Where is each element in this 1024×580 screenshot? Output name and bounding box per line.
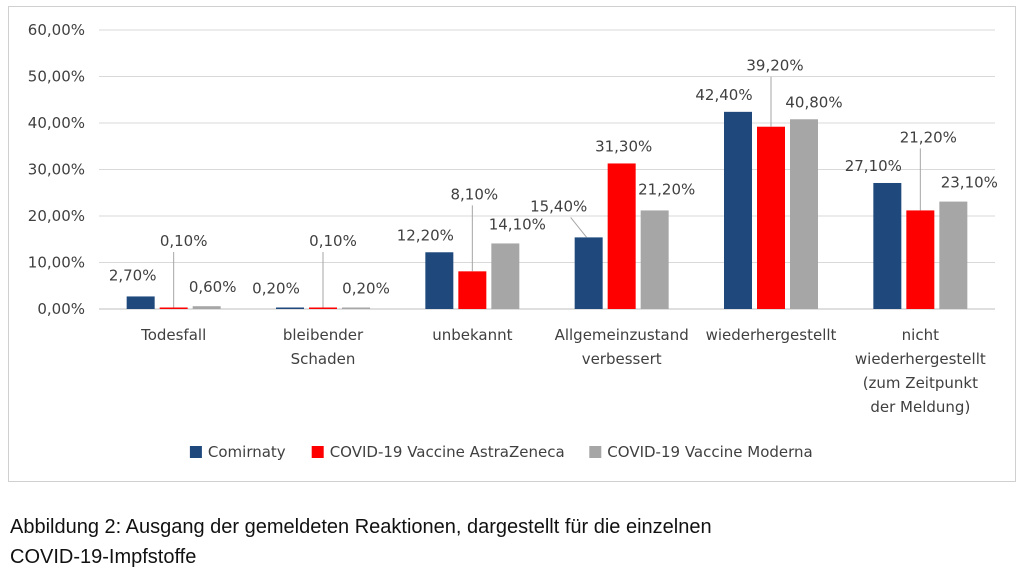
- legend-label: COVID-19 Vaccine Moderna: [607, 443, 812, 461]
- x-tick-label: Todesfall: [140, 326, 206, 344]
- data-label: 21,20%: [900, 128, 957, 146]
- caption-line-1: Abbildung 2: Ausgang der gemeldeten Reak…: [10, 516, 712, 538]
- data-label: 2,70%: [109, 266, 157, 284]
- y-tick-label: 30,00%: [28, 161, 85, 179]
- y-tick-label: 40,00%: [28, 114, 85, 132]
- y-tick-label: 10,00%: [28, 254, 85, 272]
- legend-swatch: [189, 446, 202, 458]
- y-tick-label: 0,00%: [37, 300, 85, 318]
- x-tick-label: nicht: [902, 326, 939, 344]
- caption-line-2: COVID-19-Impfstoffe: [10, 546, 197, 568]
- figure-caption: Abbildung 2: Ausgang der gemeldeten Reak…: [10, 512, 1010, 572]
- bar: [873, 182, 902, 309]
- legend-label: Comirnaty: [208, 443, 286, 461]
- data-label: 39,20%: [746, 57, 803, 75]
- data-label: 8,10%: [451, 185, 499, 203]
- legend-swatch: [589, 446, 602, 458]
- bar: [126, 296, 155, 309]
- bar: [491, 243, 520, 309]
- data-label: 0,10%: [160, 232, 208, 250]
- data-label: 42,40%: [695, 86, 752, 104]
- x-tick-label: verbessert: [582, 350, 662, 368]
- x-tick-label: Schaden: [291, 350, 356, 368]
- y-tick-label: 60,00%: [28, 21, 85, 39]
- chart-frame: 0,00% 10,00% 20,00% 30,00% 40,00% 50,00% 60,00…: [8, 6, 1016, 482]
- data-label: 21,20%: [638, 180, 695, 198]
- legend-label: COVID-19 Vaccine AstraZeneca: [330, 443, 565, 461]
- bar-chart: 0,00% 10,00% 20,00% 30,00% 40,00% 50,00% 60,00…: [28, 21, 998, 461]
- bar: [906, 210, 935, 309]
- x-tick-label: der Meldung): [870, 398, 970, 416]
- data-label: 0,60%: [189, 278, 237, 296]
- data-label: 0,20%: [252, 280, 300, 298]
- bar: [574, 237, 603, 309]
- data-label: 40,80%: [785, 93, 842, 111]
- bar: [425, 252, 454, 309]
- bar: [276, 307, 304, 309]
- bar: [790, 119, 818, 309]
- bar: [724, 111, 752, 309]
- x-tick-label: bleibender: [283, 326, 364, 344]
- x-tick-label: wiederhergestellt: [855, 350, 986, 368]
- bar: [342, 307, 370, 309]
- bar: [607, 163, 636, 309]
- legend-swatch: [311, 446, 324, 458]
- data-label: 0,10%: [309, 232, 357, 250]
- leader-line: [570, 217, 588, 238]
- data-label: 15,40%: [530, 197, 587, 215]
- y-tick-label: 50,00%: [28, 68, 85, 86]
- bar: [458, 271, 487, 309]
- data-label: 0,20%: [342, 280, 390, 298]
- data-label: 31,30%: [595, 137, 652, 155]
- data-label: 14,10%: [489, 215, 546, 233]
- bar: [640, 210, 669, 309]
- x-tick-label: unbekannt: [432, 326, 512, 344]
- bar: [192, 306, 221, 309]
- y-tick-label: 20,00%: [28, 207, 85, 225]
- bar: [939, 201, 968, 309]
- data-label: 23,10%: [941, 174, 998, 192]
- x-tick-label: Allgemeinzustand: [555, 326, 689, 344]
- x-tick-label: wiederhergestellt: [706, 326, 837, 344]
- bar: [309, 307, 337, 309]
- data-label: 12,20%: [397, 226, 454, 244]
- data-label: 27,10%: [845, 157, 902, 175]
- x-tick-label: (zum Zeitpunkt: [863, 374, 978, 392]
- bar: [757, 126, 785, 309]
- bar: [159, 307, 188, 309]
